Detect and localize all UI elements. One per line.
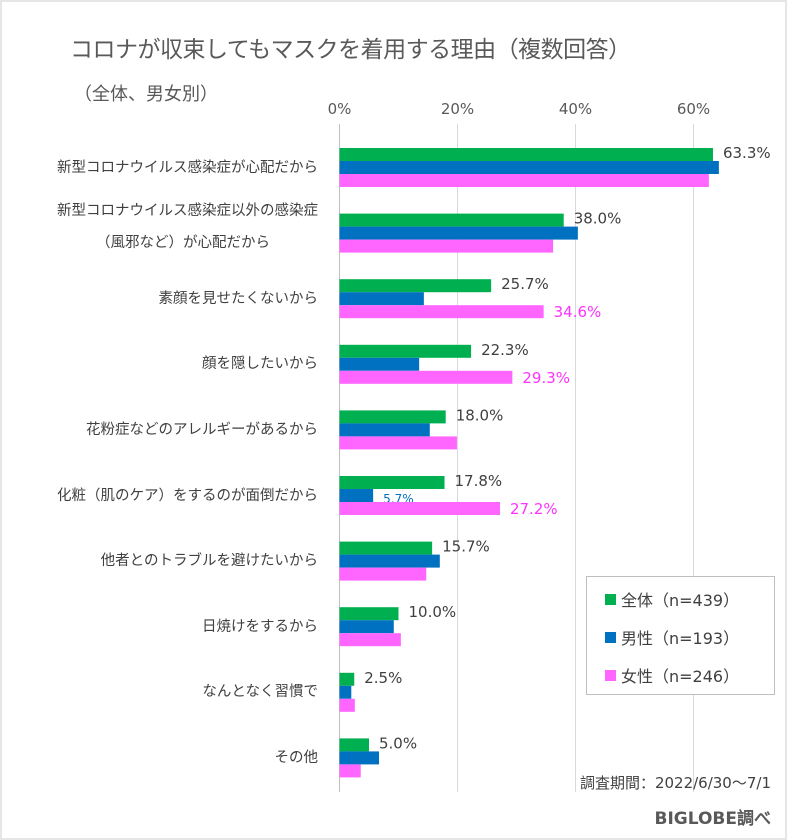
- data-label: 5.0%: [379, 734, 417, 752]
- bar: [339, 148, 713, 161]
- legend-item-male: 男性（n=193）: [605, 625, 739, 649]
- category-label: 顔を隠したいから: [202, 356, 318, 373]
- bar: [339, 554, 440, 568]
- bar: [339, 489, 374, 502]
- bar: [339, 738, 369, 752]
- data-label: 34.6%: [554, 303, 602, 321]
- category-label: 他者とのトラブルを避けたいから: [100, 553, 318, 570]
- bar: [339, 685, 352, 699]
- bar: [339, 541, 433, 555]
- bar: [339, 344, 472, 358]
- data-label: 2.5%: [364, 669, 402, 687]
- bar: [339, 292, 424, 306]
- bar: [339, 239, 554, 253]
- bar: [339, 567, 427, 581]
- data-label: 38.0%: [574, 210, 622, 228]
- category-label: 化粧（肌のケア）をするのが面倒だから: [57, 487, 318, 504]
- category-label: （風邪など）が心配だから: [96, 235, 270, 252]
- bar: [339, 502, 500, 515]
- data-label: 10.0%: [409, 603, 457, 621]
- legend-item-female: 女性（n=246）: [605, 663, 739, 687]
- data-label: 22.3%: [481, 341, 529, 359]
- category-label: その他: [274, 749, 319, 766]
- source-credit: BIGLOBE調べ: [654, 809, 772, 829]
- legend: 全体（n=439） 男性（n=193） 女性（n=246）: [586, 576, 775, 695]
- category-label: 花粉症などのアレルギーがあるから: [86, 421, 318, 438]
- bar: [339, 476, 445, 489]
- survey-period: 調査期間：2022/6/30～7/1: [579, 774, 771, 792]
- category-label: 素顔を見せたくないから: [158, 290, 319, 307]
- data-label: 63.3%: [723, 144, 771, 162]
- data-label: 27.2%: [510, 500, 558, 518]
- data-label: 29.3%: [522, 369, 570, 387]
- bar: [339, 357, 420, 371]
- legend-item-total: 全体（n=439）: [605, 587, 739, 611]
- chart-subtitle: （全体、男女別）: [74, 84, 218, 105]
- category-label: なんとなく習慣で: [202, 684, 318, 701]
- data-label: 25.7%: [501, 275, 549, 293]
- bar: [339, 410, 446, 424]
- data-label: 15.7%: [442, 538, 490, 556]
- bar: [339, 305, 544, 319]
- bar: [339, 370, 513, 384]
- data-label: 18.0%: [456, 406, 504, 424]
- x-tick-label: 20%: [441, 100, 474, 118]
- bar: [339, 213, 564, 227]
- bar: [339, 161, 719, 174]
- legend-swatch-total: [605, 593, 616, 605]
- legend-label-female: 女性（n=246）: [621, 667, 740, 686]
- bar: [339, 174, 709, 187]
- bar: [339, 607, 399, 621]
- bar: [339, 751, 380, 765]
- bar: [339, 423, 430, 437]
- category-label: 新型コロナウイルス感染症が心配だから: [57, 159, 318, 176]
- legend-label-male: 男性（n=193）: [621, 629, 740, 648]
- legend-label-total: 全体（n=439）: [621, 591, 740, 610]
- bar: [339, 436, 457, 450]
- chart-title: コロナが収束してもマスクを着用する理由（複数回答）: [70, 37, 631, 63]
- legend-swatch-male: [605, 631, 616, 643]
- category-label: 新型コロナウイルス感染症以外の感染症: [57, 203, 318, 220]
- data-label: 17.8%: [455, 472, 503, 490]
- category-label: 日焼けをするから: [202, 618, 318, 635]
- bar: [339, 764, 361, 778]
- legend-swatch-female: [605, 669, 616, 681]
- bar: [339, 620, 394, 634]
- bar: [339, 672, 355, 686]
- bar: [339, 226, 578, 240]
- x-tick-label: 60%: [677, 100, 710, 118]
- bar: [339, 279, 492, 293]
- bar: [339, 698, 355, 712]
- x-tick-label: 0%: [328, 100, 352, 118]
- bar: [339, 633, 401, 647]
- x-tick-label: 40%: [559, 100, 592, 118]
